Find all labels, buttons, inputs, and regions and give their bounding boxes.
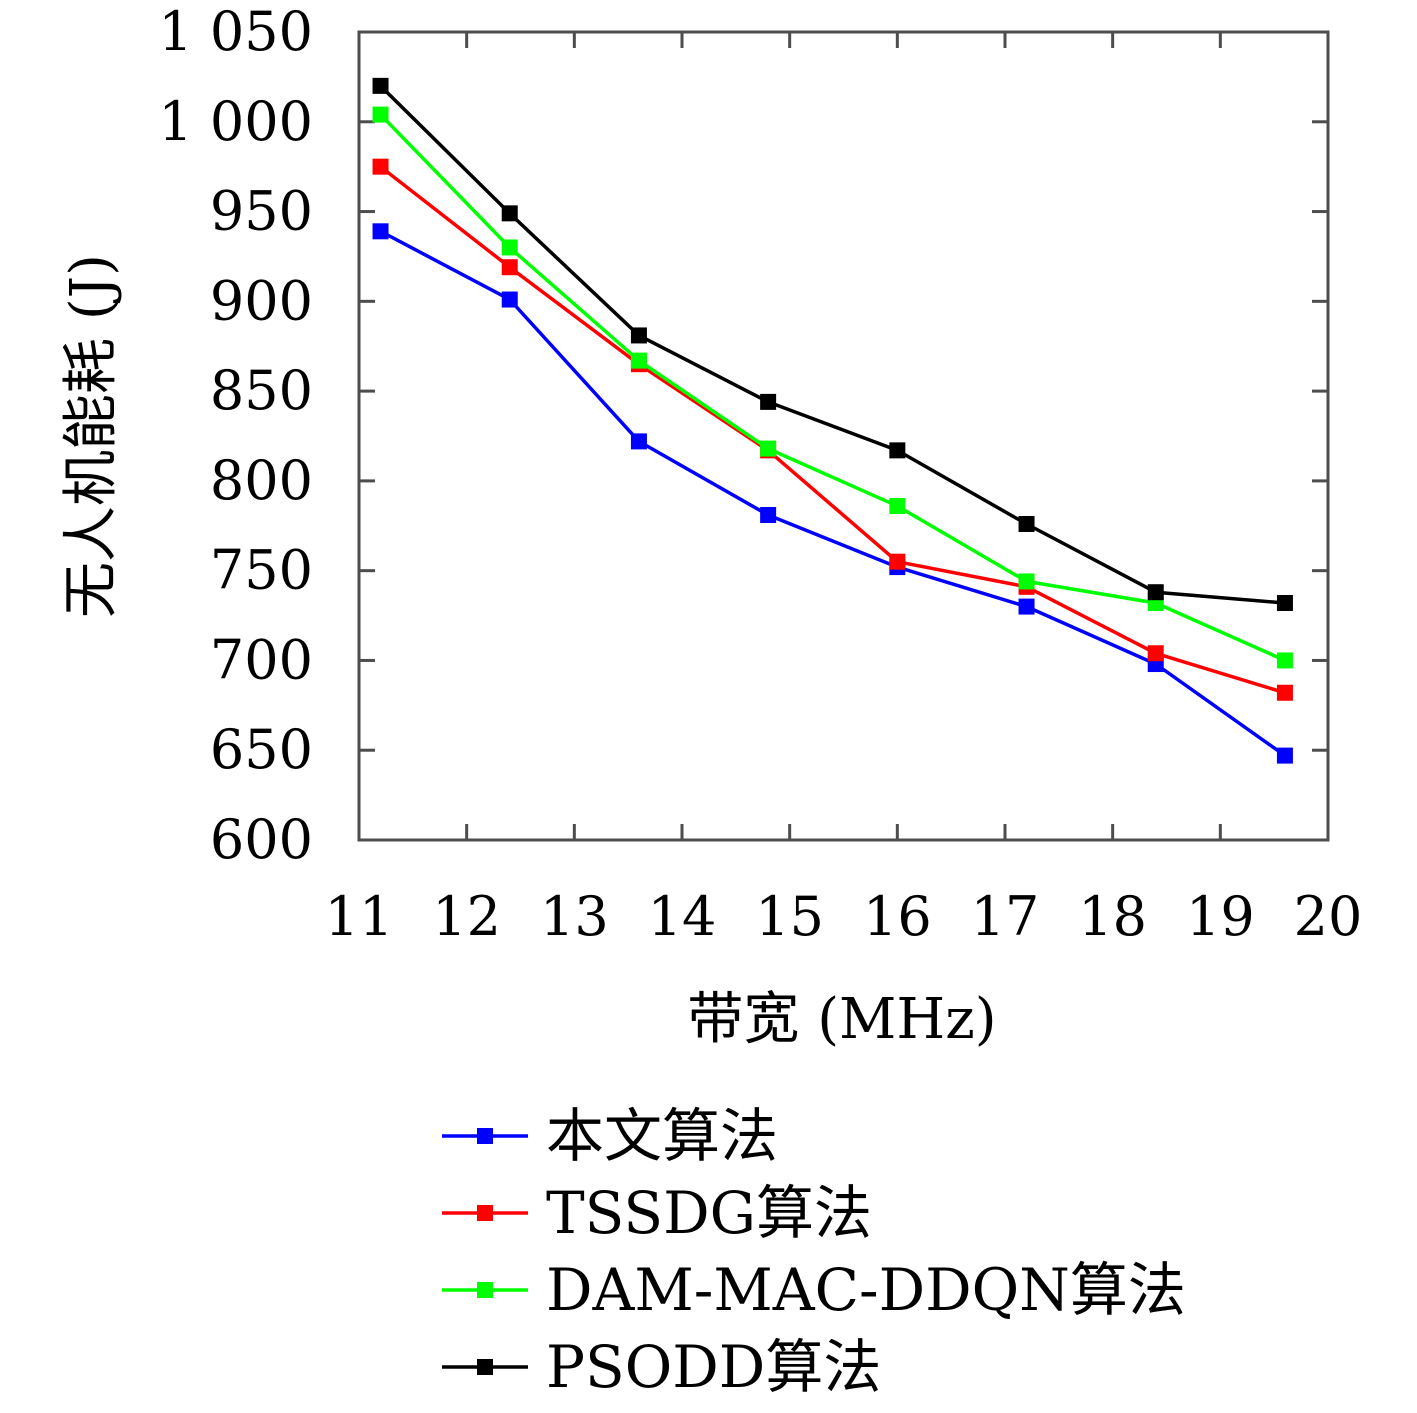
data-point xyxy=(630,352,647,369)
data-point xyxy=(372,158,389,175)
x-tick-label: 20 xyxy=(1294,885,1363,948)
data-point xyxy=(372,77,389,94)
series-line xyxy=(379,165,1286,695)
y-axis-title: 无人机能耗 (J) xyxy=(59,254,124,618)
data-point xyxy=(372,106,389,123)
legend-marker xyxy=(477,1359,493,1375)
x-tick-label: 13 xyxy=(540,885,609,948)
series-line xyxy=(379,84,1286,605)
plot-frame xyxy=(357,30,1330,842)
series-line xyxy=(379,113,1286,662)
series-1 xyxy=(372,223,1293,764)
legend-entry: DAM-MAC-DDQN算法 xyxy=(442,1256,1186,1324)
data-series xyxy=(372,77,1293,764)
x-tick-label: 19 xyxy=(1186,885,1255,948)
legend-label: 本文算法 xyxy=(546,1102,778,1170)
y-tick-label: 1 000 xyxy=(158,90,313,153)
axis-ticks xyxy=(357,30,1330,842)
data-point xyxy=(1147,645,1164,662)
y-tick-label: 800 xyxy=(210,449,313,512)
y-tick-label: 650 xyxy=(210,718,313,781)
legend-marker xyxy=(477,1205,493,1221)
data-point xyxy=(1147,584,1164,601)
x-tick-label: 11 xyxy=(325,885,394,948)
legend-entry: 本文算法 xyxy=(442,1102,778,1170)
data-point xyxy=(1276,684,1293,701)
legend-label: TSSDG算法 xyxy=(546,1179,872,1247)
data-point xyxy=(1276,652,1293,669)
y-tick-label: 600 xyxy=(210,808,313,871)
y-tick-label: 950 xyxy=(210,180,313,243)
x-axis-title: 带宽 (MHz) xyxy=(687,987,996,1052)
legend-label: PSODD算法 xyxy=(546,1333,881,1401)
data-point xyxy=(501,205,518,222)
series-3 xyxy=(372,106,1293,669)
series-4 xyxy=(372,77,1293,611)
data-point xyxy=(630,433,647,450)
data-point xyxy=(372,223,389,240)
tick-labels: 11 12 13 14 15 16 17 18 19 20 600 650 700 750 800 850 90… xyxy=(158,0,1362,948)
y-tick-label: 850 xyxy=(210,359,313,422)
legend-marker xyxy=(477,1282,493,1298)
x-tick-label: 16 xyxy=(863,885,932,948)
data-point xyxy=(630,327,647,344)
data-point xyxy=(501,291,518,308)
x-tick-label: 18 xyxy=(1078,885,1147,948)
data-point xyxy=(1018,573,1035,590)
data-point xyxy=(1018,598,1035,615)
data-point xyxy=(1276,594,1293,611)
data-point xyxy=(760,440,777,457)
legend-label: DAM-MAC-DDQN算法 xyxy=(546,1256,1186,1324)
series-line xyxy=(379,229,1286,758)
data-point xyxy=(760,393,777,410)
x-tick-label: 12 xyxy=(432,885,501,948)
data-point xyxy=(1018,515,1035,532)
x-tick-label: 17 xyxy=(971,885,1040,948)
data-point xyxy=(889,553,906,570)
legend-marker xyxy=(477,1128,493,1144)
data-point xyxy=(501,259,518,276)
x-tick-label: 14 xyxy=(648,885,717,948)
data-point xyxy=(1276,747,1293,764)
legend-entry: PSODD算法 xyxy=(442,1333,881,1401)
x-tick-label: 15 xyxy=(755,885,824,948)
data-point xyxy=(760,507,777,524)
legend: 本文算法 TSSDG算法 DAM-MAC-DDQN算法 PSODD算法 xyxy=(442,1102,1186,1401)
y-tick-label: 900 xyxy=(210,269,313,332)
legend-entry: TSSDG算法 xyxy=(442,1179,872,1247)
data-point xyxy=(501,239,518,256)
y-tick-label: 700 xyxy=(210,628,313,691)
data-point xyxy=(889,442,906,459)
plot-area xyxy=(357,30,1330,842)
y-tick-label: 750 xyxy=(210,539,313,602)
y-tick-label: 1 050 xyxy=(158,0,313,63)
data-point xyxy=(889,498,906,515)
